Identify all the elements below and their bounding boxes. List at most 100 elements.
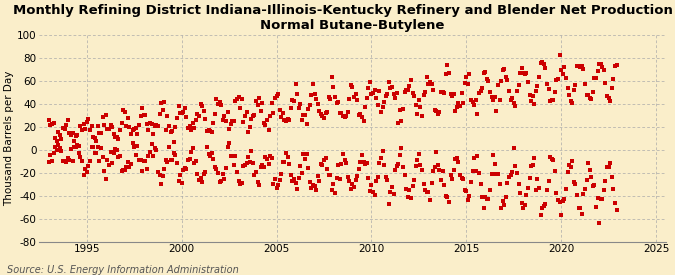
Point [167, 158, 178, 163]
Point [274, 108, 285, 113]
Point [382, 178, 393, 182]
Point [493, 83, 504, 87]
Point [497, 68, 508, 72]
Point [393, 120, 404, 125]
Point [479, 206, 489, 210]
Point [568, 88, 579, 93]
Point [383, 202, 394, 206]
Point [194, 178, 205, 182]
Point [156, 101, 167, 105]
Point [80, 126, 90, 131]
Point [507, 96, 518, 100]
Point [173, 103, 184, 108]
Point [531, 187, 541, 192]
Point [163, 145, 174, 149]
Point [138, 113, 149, 117]
Point [161, 128, 171, 133]
Point [470, 169, 481, 174]
Point [279, 159, 290, 164]
Point [315, 162, 326, 167]
Point [545, 155, 556, 160]
Point [267, 101, 277, 106]
Point [529, 102, 540, 106]
Point [225, 122, 236, 126]
Point [165, 130, 176, 134]
Point [479, 71, 489, 75]
Point [440, 72, 451, 77]
Point [209, 164, 220, 169]
Point [138, 159, 149, 163]
Point [301, 152, 312, 156]
Point [296, 118, 307, 123]
Point [277, 160, 288, 164]
Point [304, 103, 315, 107]
Point [200, 116, 211, 121]
Point [313, 102, 323, 107]
Point [304, 179, 315, 184]
Point [228, 119, 239, 123]
Point [207, 150, 217, 155]
Point [539, 62, 549, 66]
Point [499, 202, 510, 207]
Point [241, 161, 252, 166]
Point [443, 71, 454, 76]
Point [527, 163, 538, 167]
Point [472, 153, 483, 158]
Point [178, 110, 188, 114]
Point [331, 176, 342, 180]
Point [56, 136, 67, 141]
Point [142, 166, 153, 171]
Point [379, 163, 389, 167]
Point [539, 204, 549, 208]
Point [292, 92, 302, 96]
Point [202, 145, 213, 149]
Point [110, 146, 121, 151]
Point [599, 68, 610, 72]
Point [329, 95, 340, 99]
Point [341, 114, 352, 118]
Point [599, 187, 610, 192]
Point [265, 114, 275, 119]
Point [514, 71, 525, 75]
Point [458, 177, 468, 182]
Point [448, 167, 459, 172]
Point [252, 103, 263, 108]
Point [320, 156, 331, 160]
Point [59, 159, 70, 163]
Point [57, 126, 68, 130]
Point [192, 112, 203, 117]
Point [119, 110, 130, 115]
Point [339, 158, 350, 163]
Point [493, 172, 504, 176]
Point [412, 158, 423, 162]
Point [586, 97, 597, 101]
Point [356, 153, 367, 158]
Point [273, 92, 284, 96]
Point [495, 206, 506, 211]
Point [606, 175, 617, 180]
Point [288, 99, 299, 103]
Point [308, 182, 319, 187]
Point [423, 190, 434, 195]
Point [213, 170, 223, 175]
Point [334, 111, 345, 115]
Point [595, 196, 606, 201]
Point [445, 173, 456, 177]
Point [597, 65, 608, 70]
Point [328, 85, 339, 89]
Point [315, 111, 326, 116]
Point [86, 145, 97, 149]
Point [75, 123, 86, 128]
Point [72, 133, 83, 137]
Point [171, 116, 182, 120]
Point [295, 164, 306, 169]
Point [288, 177, 299, 181]
Point [394, 153, 405, 158]
Y-axis label: Thousand Barrels per Day: Thousand Barrels per Day [4, 70, 14, 206]
Point [331, 101, 342, 106]
Point [558, 199, 568, 203]
Point [271, 93, 282, 98]
Point [142, 122, 153, 126]
Point [526, 164, 537, 168]
Point [203, 128, 214, 132]
